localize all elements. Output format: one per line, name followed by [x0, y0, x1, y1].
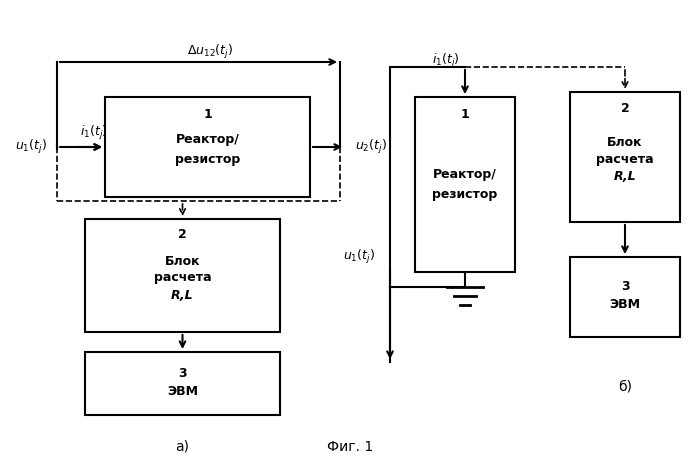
Text: 2: 2 — [621, 101, 629, 114]
Text: R,L: R,L — [171, 289, 194, 302]
Bar — [85, 219, 280, 332]
Text: $u_1(t_j)$: $u_1(t_j)$ — [343, 248, 375, 266]
Text: $u_1(t_j)$: $u_1(t_j)$ — [15, 138, 48, 156]
Bar — [570, 257, 680, 337]
Bar — [570, 92, 680, 222]
Text: 3: 3 — [178, 367, 187, 380]
Text: резистор: резистор — [175, 153, 240, 165]
Text: расчета: расчета — [596, 153, 654, 165]
Text: Фиг. 1: Фиг. 1 — [327, 440, 373, 454]
Text: $u_2(t_j)$: $u_2(t_j)$ — [355, 138, 387, 156]
Text: ЭВМ: ЭВМ — [167, 385, 198, 398]
Text: Блок: Блок — [165, 255, 200, 268]
Text: расчета: расчета — [154, 271, 211, 284]
Text: 1: 1 — [461, 108, 469, 121]
Text: 2: 2 — [178, 228, 187, 241]
Text: Реактор/: Реактор/ — [175, 133, 240, 146]
Bar — [415, 97, 515, 272]
Text: R,L: R,L — [614, 170, 636, 184]
Text: а): а) — [175, 440, 189, 454]
Text: резистор: резистор — [433, 188, 498, 201]
Text: $i_1(t_j)$: $i_1(t_j)$ — [80, 124, 108, 142]
Text: 3: 3 — [621, 281, 629, 293]
Text: $\Delta u_{12}(t_j)$: $\Delta u_{12}(t_j)$ — [187, 43, 233, 61]
Bar — [105, 97, 310, 197]
Text: ЭВМ: ЭВМ — [610, 298, 640, 311]
Text: 1: 1 — [203, 108, 212, 121]
Bar — [85, 352, 280, 415]
Text: Реактор/: Реактор/ — [433, 168, 497, 181]
Text: б): б) — [618, 380, 632, 394]
Text: Блок: Блок — [607, 136, 643, 149]
Text: $i_1(t_j)$: $i_1(t_j)$ — [432, 52, 460, 70]
